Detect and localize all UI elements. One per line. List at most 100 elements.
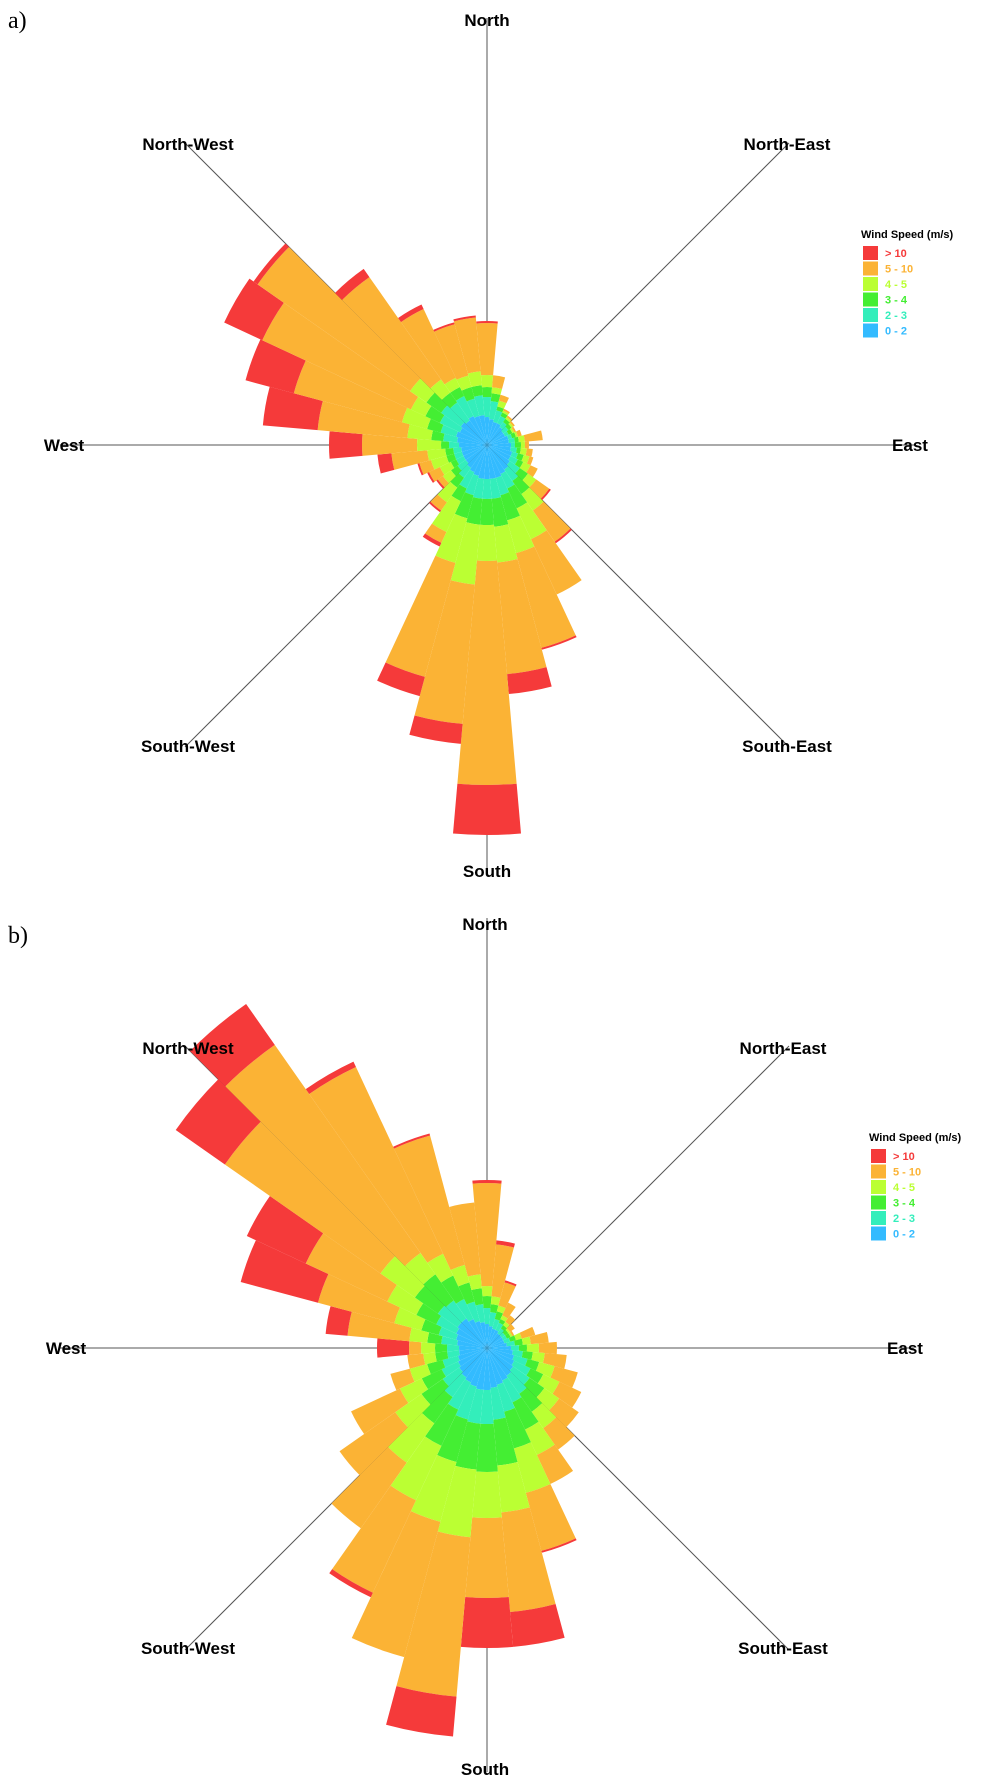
- rose-bar-a-260deg-4-5: [427, 448, 447, 461]
- rose-bar-a-260deg-3-4: [445, 447, 455, 456]
- rose-bar-b-180deg-10: [460, 1597, 514, 1649]
- rose-bar-b-310deg-2-3: [437, 1305, 462, 1328]
- rose-bar-b-70deg-2-3: [503, 1337, 511, 1344]
- legend-label-b-0: > 10: [893, 1151, 915, 1163]
- rose-bar-a-220deg-3-4: [450, 473, 465, 488]
- rose-bar-a-150deg-4-5: [516, 502, 547, 540]
- rose-bar-a-350deg-3-4: [471, 385, 483, 397]
- rose-bar-a-10deg-0-2: [487, 419, 494, 445]
- direction-label-south-west-a: South-West: [141, 737, 235, 756]
- rose-bar-b-50deg-4-5: [505, 1328, 510, 1334]
- rose-bar-a-40deg-3-4: [503, 418, 510, 426]
- rose-bar-a-90deg-0-2: [487, 442, 512, 448]
- rose-bar-a-220deg-10: [429, 501, 442, 513]
- rose-bar-b-40deg-4-5: [503, 1321, 510, 1329]
- rose-bar-b-0deg-3-4: [482, 1296, 492, 1309]
- rose-bar-b-130deg-2-3: [509, 1366, 530, 1385]
- rose-bar-a-180deg-10: [453, 783, 521, 836]
- legend-label-b-5: 0 - 2: [893, 1229, 915, 1241]
- rose-bar-b-350deg-5-10: [449, 1202, 481, 1277]
- rose-bar-a-180deg-0-2: [484, 445, 490, 479]
- rose-bar-b-210deg-5-10: [332, 1485, 416, 1593]
- rose-bar-b-240deg-2-3: [441, 1361, 461, 1377]
- rose-bar-a-40deg-2-3: [499, 422, 507, 430]
- legend-label-a-2: 4 - 5: [885, 279, 907, 291]
- rose-bar-b-40deg-3-4: [500, 1325, 507, 1332]
- rose-bar-b-110deg-2-3: [512, 1355, 528, 1366]
- rose-bar-a-290deg-5-10: [293, 360, 408, 423]
- rose-bar-b-190deg-10: [386, 1686, 457, 1737]
- rose-bar-b-260deg-0-2: [459, 1348, 487, 1356]
- rose-bar-a-40deg-4-5: [505, 417, 512, 423]
- rose-bar-b-280deg-5-10: [347, 1311, 412, 1342]
- rose-bar-b-50deg-3-4: [502, 1329, 509, 1336]
- rose-bar-a-110deg-5-10: [526, 456, 534, 466]
- rose-bar-a-320deg-3-4: [441, 392, 458, 409]
- rose-bar-b-60deg-4-5: [508, 1331, 513, 1338]
- rose-bar-a-40deg-5-10: [506, 415, 513, 421]
- rose-bar-b-190deg-3-4: [455, 1421, 481, 1470]
- rose-bar-a-140deg-4-5: [521, 487, 544, 511]
- rose-bar-a-160deg-5-10: [515, 546, 576, 648]
- rose-bar-a-290deg-10: [245, 339, 306, 394]
- rose-bar-a-240deg-5-10: [429, 466, 445, 482]
- rose-bar-b-200deg-0-2: [470, 1348, 487, 1387]
- rose-bar-b-260deg-3-4: [435, 1351, 449, 1362]
- rose-bar-a-260deg-5-10: [391, 450, 430, 470]
- rose-bar-a-300deg-4-5: [410, 396, 432, 417]
- rose-bar-b-280deg-10: [325, 1306, 352, 1336]
- rose-bar-b-290deg-3-4: [421, 1319, 442, 1336]
- rose-bar-b-280deg-2-3: [441, 1336, 459, 1346]
- rose-bar-a-220deg-5-10: [430, 494, 447, 511]
- rose-bar-b-90deg-3-4: [518, 1344, 528, 1352]
- rose-bar-a-170deg-3-4: [491, 497, 509, 527]
- rose-bar-a-60deg-3-4: [506, 428, 513, 435]
- rose-bar-b-30deg-0-2: [487, 1329, 499, 1348]
- rose-bar-a-280deg-4-5: [407, 424, 433, 441]
- rose-bar-b-110deg-4-5: [535, 1361, 555, 1378]
- rose-bar-a-190deg-5-10: [414, 580, 475, 724]
- rose-bar-a-100deg-5-10: [525, 448, 533, 457]
- direction-label-north-east-a: North-East: [744, 135, 831, 154]
- rose-bar-a-320deg-0-2: [465, 420, 487, 445]
- rose-bar-b-150deg-5-10: [536, 1444, 574, 1484]
- rose-bar-a-0deg-5-10: [476, 322, 498, 376]
- rose-bar-a-320deg-4-5: [430, 379, 451, 400]
- rose-bar-a-270deg-2-3: [448, 441, 460, 449]
- rose-bar-b-260deg-4-5: [423, 1352, 437, 1365]
- rose-bar-b-300deg-5-10: [305, 1233, 397, 1302]
- rose-bars-b: [175, 1003, 582, 1737]
- rose-bar-a-280deg-0-2: [457, 437, 487, 445]
- rose-bar-a-250deg-10: [417, 463, 424, 476]
- rose-bar-b-210deg-2-3: [448, 1379, 471, 1410]
- rose-bar-b-290deg-2-3: [438, 1326, 458, 1340]
- rose-bar-b-120deg-2-3: [511, 1360, 531, 1376]
- rose-bar-b-90deg-2-3: [510, 1345, 520, 1351]
- rose-bar-b-120deg-3-4: [526, 1368, 544, 1384]
- rose-bar-a-300deg-3-4: [425, 406, 445, 424]
- legend-swatch-b-1: [871, 1164, 886, 1179]
- rose-bar-b-190deg-4-5: [437, 1465, 477, 1538]
- rose-bar-b-300deg-2-3: [436, 1315, 460, 1334]
- rose-bar-a-210deg-0-2: [469, 445, 487, 473]
- rose-bar-a-60deg-0-2: [487, 433, 506, 445]
- rose-bar-b-210deg-0-2: [465, 1348, 487, 1383]
- rose-bar-a-110deg-2-3: [510, 451, 518, 459]
- direction-label-east-a: East: [892, 436, 928, 455]
- rose-bar-a-300deg-0-2: [459, 427, 487, 445]
- rose-bar-a-310deg-10: [253, 243, 290, 285]
- rose-bar-b-0deg-2-3: [483, 1307, 491, 1325]
- rose-bar-a-210deg-10: [422, 533, 442, 547]
- rose-bar-b-240deg-0-2: [458, 1348, 487, 1367]
- rose-bar-b-140deg-4-5: [531, 1403, 557, 1429]
- rose-bar-b-120deg-5-10: [552, 1381, 582, 1408]
- rose-bar-b-320deg-10: [190, 1003, 275, 1087]
- rose-bar-a-270deg-10: [328, 431, 363, 459]
- rose-bar-a-200deg-5-10: [385, 555, 456, 677]
- rose-bar-b-140deg-2-3: [506, 1372, 527, 1394]
- rose-bar-b-140deg-3-4: [519, 1387, 543, 1412]
- rose-bar-b-20deg-2-3: [492, 1319, 500, 1330]
- rose-bar-b-170deg-10: [510, 1603, 565, 1647]
- rose-bar-a-130deg-10: [540, 488, 551, 501]
- rose-bar-b-100deg-2-3: [512, 1350, 523, 1358]
